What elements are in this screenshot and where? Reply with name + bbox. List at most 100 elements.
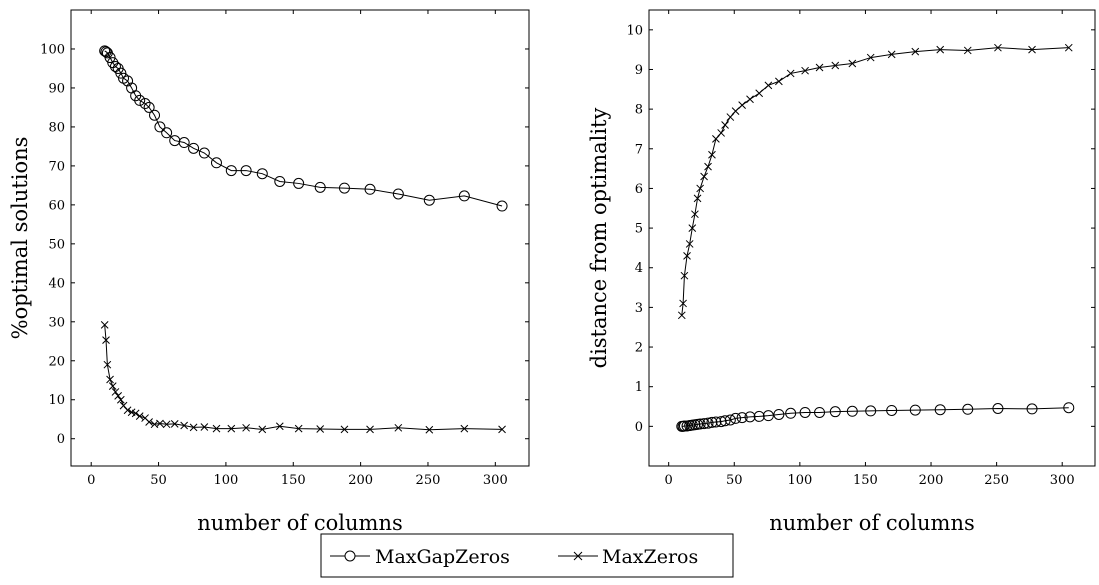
point-maxgapzeros bbox=[178, 137, 190, 149]
point-maxzeros bbox=[708, 150, 716, 159]
point-maxzeros bbox=[693, 194, 702, 203]
x-tick-label: 300 bbox=[483, 473, 508, 488]
x-tick-label: 150 bbox=[281, 473, 306, 488]
x-tick-label: 100 bbox=[213, 473, 238, 488]
point-maxzeros bbox=[162, 420, 171, 429]
point-maxzeros bbox=[102, 336, 110, 344]
point-maxzeros bbox=[755, 89, 764, 98]
point-maxzeros bbox=[145, 418, 153, 426]
point-maxgapzeros bbox=[702, 417, 714, 429]
point-maxgapzeros bbox=[694, 418, 706, 430]
point-maxgapzeros bbox=[799, 406, 811, 418]
y-tick-label: 7 bbox=[635, 142, 643, 157]
point-maxgapzeros bbox=[753, 410, 765, 422]
point-maxzeros bbox=[156, 419, 164, 428]
y-axis-label: %optimal solutions bbox=[8, 137, 32, 340]
y-tick-label: 2 bbox=[635, 341, 643, 356]
point-maxgapzeros bbox=[715, 416, 727, 428]
y-tick-label: 50 bbox=[48, 237, 65, 252]
point-maxzeros bbox=[994, 43, 1002, 52]
y-axis-label: distance from optimality bbox=[587, 108, 611, 369]
point-maxzeros bbox=[123, 406, 132, 415]
point-maxzeros bbox=[887, 50, 896, 59]
point-maxzeros bbox=[316, 425, 325, 433]
legend-label-maxzeros: MaxZeros bbox=[602, 546, 698, 568]
point-maxgapzeros bbox=[724, 414, 736, 426]
x-tick-label: 200 bbox=[919, 473, 944, 488]
point-maxgapzeros bbox=[865, 405, 877, 417]
point-maxgapzeros bbox=[744, 411, 756, 423]
point-maxgapzeros bbox=[934, 404, 946, 416]
point-maxgapzeros bbox=[134, 94, 146, 106]
point-maxgapzeros bbox=[198, 147, 210, 159]
point-maxzeros bbox=[106, 375, 114, 384]
point-maxgapzeros bbox=[496, 200, 508, 212]
point-maxzeros bbox=[258, 425, 267, 434]
point-maxgapzeros bbox=[149, 109, 161, 121]
point-maxgapzeros bbox=[99, 45, 111, 57]
series-line-maxzeros bbox=[681, 47, 1069, 316]
point-maxgapzeros bbox=[909, 404, 921, 416]
point-maxzeros bbox=[294, 424, 303, 433]
point-maxzeros bbox=[696, 184, 705, 193]
y-tick-label: 1 bbox=[635, 380, 643, 395]
point-maxgapzeros bbox=[814, 406, 826, 418]
legend-marker-x-icon bbox=[573, 551, 583, 561]
point-maxgapzeros bbox=[188, 142, 200, 154]
point-maxzeros bbox=[340, 425, 349, 434]
point-maxgapzeros bbox=[154, 121, 166, 133]
y-tick-label: 70 bbox=[48, 159, 65, 174]
point-maxgapzeros bbox=[736, 412, 748, 424]
point-maxzeros bbox=[498, 425, 506, 434]
legend-label-maxgapzeros: MaxGapZeros bbox=[375, 546, 510, 568]
point-maxzeros bbox=[114, 391, 123, 400]
point-maxzeros bbox=[683, 251, 691, 260]
point-maxzeros bbox=[200, 423, 209, 431]
point-maxgapzeros bbox=[785, 407, 797, 419]
point-maxzeros bbox=[717, 129, 726, 137]
point-maxgapzeros bbox=[719, 415, 731, 427]
point-maxgapzeros bbox=[706, 416, 718, 428]
point-maxgapzeros bbox=[762, 410, 774, 422]
x-tick-label: 200 bbox=[348, 473, 373, 488]
x-tick-label: 250 bbox=[416, 473, 441, 488]
point-maxgapzeros bbox=[293, 177, 305, 189]
point-maxgapzeros bbox=[314, 181, 326, 193]
point-maxgapzeros bbox=[210, 157, 222, 169]
x-tick-label: 0 bbox=[665, 473, 673, 488]
point-maxgapzeros bbox=[698, 418, 710, 430]
x-tick-label: 250 bbox=[984, 473, 1009, 488]
point-maxgapzeros bbox=[100, 46, 112, 58]
point-maxzeros bbox=[108, 382, 117, 390]
point-maxzeros bbox=[721, 121, 729, 129]
point-maxgapzeros bbox=[392, 188, 404, 200]
x-axis-label: number of columns bbox=[197, 511, 403, 535]
point-maxgapzeros bbox=[829, 406, 841, 418]
point-maxgapzeros bbox=[274, 175, 286, 187]
y-tick-label: 10 bbox=[48, 393, 65, 408]
point-maxgapzeros bbox=[678, 420, 690, 432]
point-maxzeros bbox=[170, 420, 179, 428]
y-tick-label: 3 bbox=[635, 301, 643, 316]
point-maxzeros bbox=[786, 69, 795, 78]
point-maxzeros bbox=[815, 63, 824, 72]
y-tick-label: 5 bbox=[635, 222, 643, 237]
legend: MaxGapZeros MaxZeros bbox=[320, 533, 734, 578]
legend-entry-maxzeros: MaxZeros bbox=[558, 546, 698, 568]
y-tick-label: 60 bbox=[48, 198, 65, 213]
point-maxzeros bbox=[394, 423, 403, 432]
point-maxzeros bbox=[111, 388, 120, 396]
y-tick-label: 40 bbox=[48, 276, 65, 291]
point-maxzeros bbox=[100, 321, 109, 329]
y-tick-label: 10 bbox=[626, 23, 643, 38]
point-maxzeros bbox=[189, 423, 198, 432]
point-maxzeros bbox=[425, 425, 434, 434]
point-maxgapzeros bbox=[364, 183, 376, 195]
x-tick-label: 50 bbox=[726, 473, 743, 488]
point-maxzeros bbox=[131, 409, 140, 418]
y-tick-label: 6 bbox=[635, 182, 643, 197]
point-maxzeros bbox=[679, 299, 687, 308]
point-maxgapzeros bbox=[161, 127, 173, 139]
chart-optimal-solutions: 0 50 100 150 200 250 300 0 10 20 30 40 50 60 70 80 90 100… bbox=[8, 9, 530, 535]
